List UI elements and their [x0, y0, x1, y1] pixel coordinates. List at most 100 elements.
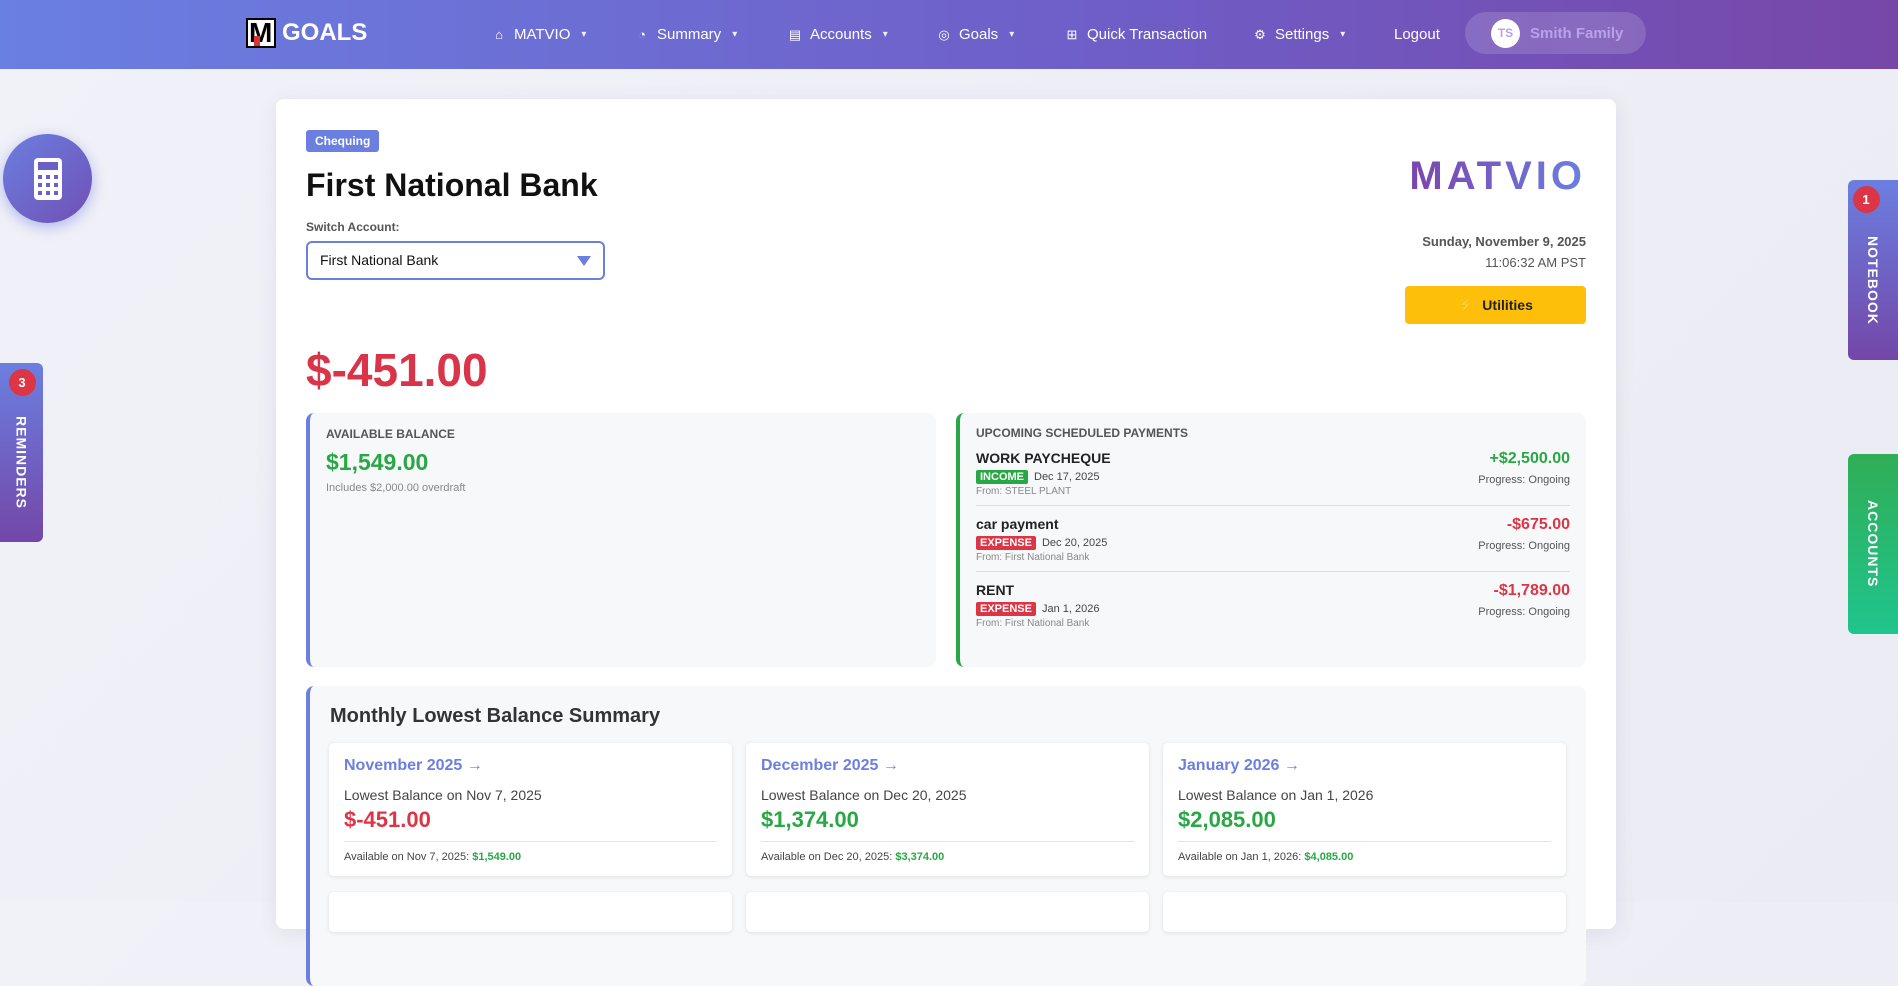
target-icon: ◎: [938, 26, 950, 42]
account-title: First National Bank: [306, 167, 598, 203]
payment-name: RENT: [976, 582, 1015, 598]
payment-progress: Progress: Ongoing: [1478, 540, 1570, 552]
user-menu[interactable]: TS Smith Family: [1465, 12, 1646, 54]
month-card[interactable]: January 2026 → Lowest Balance on Jan 1, …: [1163, 743, 1566, 876]
lowest-balance-label: Lowest Balance on Jan 1, 2026: [1178, 787, 1374, 803]
matvio-logo: MATVIO: [1409, 154, 1586, 198]
home-icon: ⌂: [495, 27, 503, 42]
lowest-balance-value: $2,085.00: [1178, 807, 1551, 842]
available-on-value: $4,085.00: [1304, 851, 1354, 863]
available-on-value: $1,549.00: [472, 851, 522, 863]
brand-name: GOALS: [282, 19, 368, 46]
caret-down-icon: ▾: [581, 29, 587, 40]
caret-down-icon: ▾: [1009, 29, 1015, 40]
caret-down-icon: ▾: [882, 29, 888, 40]
reminders-tab[interactable]: 3 REMINDERS: [0, 363, 43, 542]
nav-label: Summary: [657, 26, 722, 43]
available-balance-panel: AVAILABLE BALANCE $1,549.00 Includes $2,…: [306, 413, 936, 667]
nav-label: Quick Transaction: [1087, 26, 1208, 43]
notebook-label: NOTEBOOK: [1865, 235, 1881, 325]
lightning-icon: ⚡: [1458, 297, 1475, 312]
current-balance: $-451.00: [306, 344, 488, 396]
dropdown-arrow-icon: [577, 256, 591, 266]
month-card[interactable]: November 2025 → Lowest Balance on Nov 7,…: [329, 743, 732, 876]
month-link[interactable]: January 2026 →: [1178, 757, 1300, 774]
overdraft-note: Includes $2,000.00 overdraft: [326, 482, 466, 494]
available-balance-value: $1,549.00: [326, 449, 429, 475]
available-balance-label: AVAILABLE BALANCE: [326, 427, 455, 441]
nav-accounts[interactable]: ▤ Accounts ▾: [787, 0, 888, 69]
nav-label: MATVIO: [514, 26, 571, 43]
nav-quick-transaction[interactable]: ⊞ Quick Transaction: [1064, 0, 1208, 69]
brand[interactable]: GOALS: [246, 18, 367, 48]
accounts-label: ACCOUNTS: [1865, 500, 1881, 588]
payment-date: Jan 1, 2026: [1041, 603, 1100, 615]
utilities-label: Utilities: [1482, 297, 1533, 313]
nav-goals[interactable]: ◎ Goals ▾: [936, 0, 1014, 69]
payment-date: Dec 17, 2025: [1034, 471, 1100, 483]
available-on-value: $3,374.00: [895, 851, 945, 863]
upcoming-payments-panel: UPCOMING SCHEDULED PAYMENTS WORK PAYCHEQ…: [956, 413, 1586, 667]
scheduled-payment-item[interactable]: WORK PAYCHEQUE INCOME Dec 17, 2025 From: …: [976, 440, 1570, 506]
monthly-summary-title: Monthly Lowest Balance Summary: [330, 705, 661, 727]
payment-source: From: First National Bank: [976, 618, 1090, 629]
nav-label: Goals: [959, 26, 999, 43]
payment-type-badge: EXPENSE: [976, 602, 1036, 616]
payment-amount: -$1,789.00: [1493, 582, 1570, 599]
notebook-tab[interactable]: 1 NOTEBOOK: [1848, 180, 1898, 360]
accounts-tab[interactable]: ACCOUNTS: [1848, 454, 1898, 634]
upcoming-payments-label: UPCOMING SCHEDULED PAYMENTS: [976, 426, 1189, 440]
switch-account-label: Switch Account:: [306, 220, 400, 234]
utilities-button[interactable]: ⚡ Utilities: [1405, 286, 1586, 324]
payment-amount: -$675.00: [1506, 516, 1570, 533]
reminders-label: REMINDERS: [13, 415, 30, 509]
nav-logout[interactable]: Logout: [1394, 0, 1440, 69]
nav-summary[interactable]: ◔ Summary ▾: [634, 0, 737, 69]
top-navbar: GOALS ⌂ MATVIO ▾ ◔ Summary ▾ ▤ Accounts ▾ ◎ Goals ▾…: [0, 0, 1898, 69]
gear-icon: ⚙: [1254, 26, 1266, 42]
month-link[interactable]: December 2025 →: [761, 757, 899, 774]
calculator-button[interactable]: [3, 134, 92, 223]
payment-name: WORK PAYCHEQUE: [976, 450, 1111, 466]
month-card[interactable]: [1163, 892, 1566, 932]
month-card[interactable]: [329, 892, 732, 932]
account-card: Chequing First National Bank Switch Acco…: [276, 99, 1616, 986]
payment-source: From: STEEL PLANT: [976, 486, 1072, 497]
payment-source: From: First National Bank: [976, 552, 1090, 563]
notebook-count-badge: 1: [1853, 186, 1880, 213]
month-card[interactable]: [746, 892, 1149, 932]
month-card[interactable]: December 2025 → Lowest Balance on Dec 20…: [746, 743, 1149, 876]
scheduled-payment-item[interactable]: car payment EXPENSE Dec 20, 2025 From: Fi…: [976, 506, 1570, 572]
nav-label: Accounts: [810, 26, 872, 43]
current-date: Sunday, November 9, 2025: [1422, 234, 1586, 249]
reminders-count-badge: 3: [9, 369, 36, 396]
switch-account-select[interactable]: First National Bank: [306, 241, 605, 280]
month-link[interactable]: November 2025 →: [344, 757, 483, 774]
payment-type-badge: INCOME: [976, 470, 1028, 484]
payment-progress: Progress: Ongoing: [1478, 474, 1570, 486]
avatar: TS: [1491, 18, 1520, 48]
lowest-balance-label: Lowest Balance on Nov 7, 2025: [344, 787, 542, 803]
payment-date: Dec 20, 2025: [1041, 537, 1108, 549]
scheduled-payment-item[interactable]: RENT EXPENSE Jan 1, 2026 From: First Nati…: [976, 572, 1570, 637]
payment-name: car payment: [976, 516, 1059, 532]
lowest-balance-value: $1,374.00: [761, 807, 1134, 842]
account-type-badge: Chequing: [306, 130, 380, 152]
monthly-summary-section: Monthly Lowest Balance Summary November …: [306, 686, 1586, 986]
nav-matvio[interactable]: ⌂ MATVIO ▾: [491, 0, 586, 69]
caret-down-icon: ▾: [732, 29, 738, 40]
caret-down-icon: ▾: [1340, 29, 1346, 40]
payment-type-badge: EXPENSE: [976, 536, 1036, 550]
add-transaction-icon: ⊞: [1066, 26, 1078, 42]
nav-label: Logout: [1394, 26, 1440, 43]
available-on-label: Available on Dec 20, 2025:: [761, 851, 896, 863]
payment-progress: Progress: Ongoing: [1478, 606, 1570, 618]
brand-logo-icon: [246, 18, 276, 48]
payment-amount: +$2,500.00: [1489, 450, 1570, 467]
current-time: 11:06:32 AM PST: [1485, 255, 1586, 270]
nav-settings[interactable]: ⚙ Settings ▾: [1252, 0, 1345, 69]
card-icon: ▤: [788, 26, 802, 42]
available-on-label: Available on Nov 7, 2025:: [344, 851, 473, 863]
lowest-balance-label: Lowest Balance on Dec 20, 2025: [761, 787, 967, 803]
available-on-label: Available on Jan 1, 2026:: [1178, 851, 1305, 863]
